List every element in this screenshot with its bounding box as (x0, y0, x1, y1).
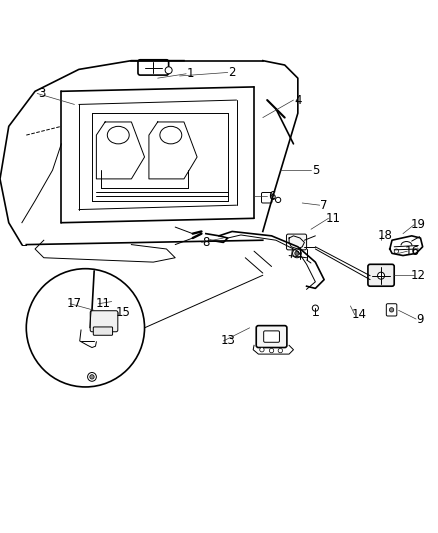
Circle shape (269, 349, 274, 353)
Text: 18: 18 (378, 229, 393, 243)
Circle shape (278, 349, 283, 353)
Text: 1: 1 (187, 67, 194, 80)
FancyBboxPatch shape (90, 311, 118, 332)
Text: 7: 7 (320, 199, 328, 212)
Text: 6: 6 (268, 190, 276, 203)
Circle shape (165, 67, 172, 74)
Text: 4: 4 (294, 94, 302, 107)
Text: 9: 9 (417, 312, 424, 326)
Circle shape (293, 249, 301, 258)
Text: 5: 5 (312, 164, 319, 176)
Circle shape (295, 251, 299, 255)
Text: 12: 12 (411, 269, 426, 282)
FancyBboxPatch shape (261, 192, 272, 203)
Circle shape (394, 249, 399, 253)
Circle shape (312, 305, 318, 311)
FancyBboxPatch shape (138, 60, 169, 75)
Text: 16: 16 (404, 245, 419, 257)
Text: 11: 11 (95, 297, 110, 310)
FancyBboxPatch shape (368, 264, 394, 286)
FancyBboxPatch shape (93, 327, 113, 335)
Text: 15: 15 (115, 306, 130, 319)
FancyBboxPatch shape (286, 234, 307, 250)
Circle shape (26, 269, 145, 387)
Circle shape (260, 348, 264, 352)
Text: 2: 2 (228, 66, 236, 79)
Circle shape (88, 373, 96, 381)
Circle shape (389, 308, 394, 312)
Circle shape (276, 197, 281, 203)
Circle shape (378, 272, 385, 279)
Text: 11: 11 (325, 212, 340, 225)
Text: 8: 8 (202, 236, 209, 249)
FancyBboxPatch shape (264, 331, 279, 342)
Text: 13: 13 (220, 335, 235, 348)
FancyBboxPatch shape (256, 326, 287, 348)
Text: 3: 3 (38, 87, 45, 100)
Text: 17: 17 (67, 297, 82, 310)
Text: 19: 19 (411, 219, 426, 231)
FancyBboxPatch shape (386, 304, 397, 316)
Circle shape (413, 249, 417, 253)
Circle shape (90, 375, 94, 379)
Text: 14: 14 (352, 308, 367, 321)
